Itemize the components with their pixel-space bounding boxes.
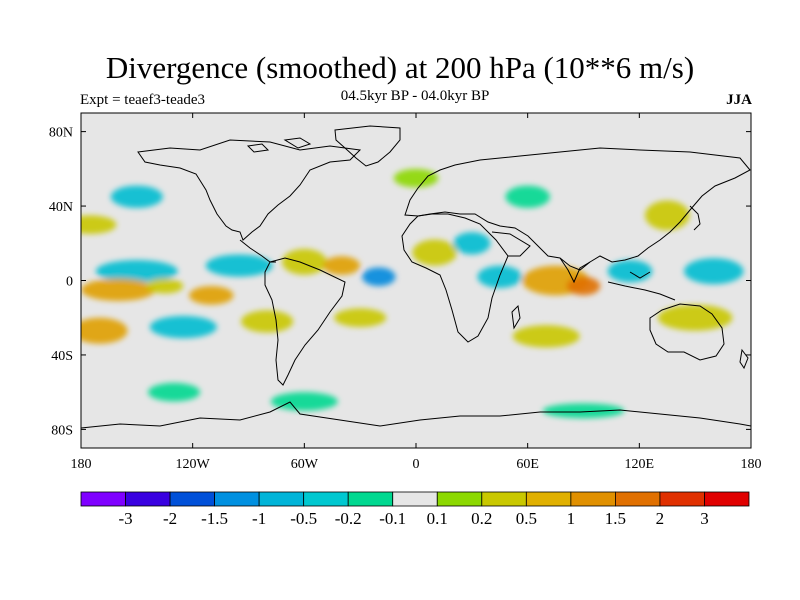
lat-tick-label: 40N xyxy=(49,200,73,215)
field-patch-10 xyxy=(241,310,294,333)
chart-title: Divergence (smoothed) at 200 hPa (10**6 … xyxy=(105,50,695,85)
lon-tick-label: 60W xyxy=(291,457,319,472)
colorbar-label: 0.5 xyxy=(516,509,537,528)
lat-tick-label: 80S xyxy=(51,423,73,438)
colorbar-swatch-8 xyxy=(436,491,483,507)
coast-japan xyxy=(689,205,701,231)
colorbar-swatch-6 xyxy=(347,491,394,507)
field-patch-26 xyxy=(148,382,201,402)
coast-indonesia xyxy=(607,271,676,301)
lon-tick-label: 180 xyxy=(71,457,92,472)
colorbar-swatch-2 xyxy=(169,491,215,507)
coast-australia xyxy=(649,303,725,361)
colorbar-swatch-13 xyxy=(659,491,705,507)
coast-india xyxy=(559,257,591,284)
field-patch-16 xyxy=(566,276,601,296)
field-patch-20 xyxy=(657,304,733,331)
coast-antarctica xyxy=(81,401,751,429)
map-plot-area: 180 120W 60W 0 60E 120E 180 80N 40N 0 40S 80S xyxy=(49,112,762,472)
coast-africa xyxy=(401,213,509,343)
divergence-field xyxy=(81,168,744,419)
colorbar-swatch-3 xyxy=(214,491,260,507)
coast-arctic-islands xyxy=(246,137,312,153)
colorbar-swatch-0 xyxy=(80,491,126,507)
coast-south-america xyxy=(264,257,346,386)
lat-tick-label: 80N xyxy=(49,126,73,141)
colorbar-swatch-9 xyxy=(481,491,527,507)
colorbar-label: 0.1 xyxy=(427,509,448,528)
colorbar-label: -0.2 xyxy=(335,509,362,528)
field-patch-7 xyxy=(188,286,234,305)
lon-tick-label: 120E xyxy=(625,457,655,472)
coast-arabia xyxy=(491,231,531,257)
field-patch-17 xyxy=(607,260,653,283)
colorbar-label: 0.2 xyxy=(471,509,492,528)
field-patch-23 xyxy=(644,200,690,231)
coast-north-america xyxy=(137,139,362,241)
field-patch-25 xyxy=(542,403,625,419)
colorbar-swatch-12 xyxy=(615,491,661,507)
lon-tick-label: 180 xyxy=(741,457,762,472)
field-patch-5 xyxy=(81,278,156,301)
colorbar-swatch-14 xyxy=(704,491,750,507)
field-patch-27 xyxy=(393,168,439,188)
field-patch-4 xyxy=(362,267,396,287)
lon-tick-label: 0 xyxy=(413,457,420,472)
coast-central-america xyxy=(239,239,276,263)
colorbar-swatch-1 xyxy=(125,491,171,507)
field-patch-21 xyxy=(81,215,117,234)
colorbar-label: -1 xyxy=(252,509,266,528)
latitude-axis: 80N 40N 0 40S 80S xyxy=(49,126,751,438)
experiment-label: Expt = teaef3-teade3 xyxy=(80,92,206,108)
colorbar-label: -3 xyxy=(118,509,132,528)
field-patch-9 xyxy=(149,315,217,339)
lon-tick-label: 60E xyxy=(516,457,539,472)
longitude-axis: 180 120W 60W 0 60E 120E 180 xyxy=(71,113,762,472)
field-patch-24 xyxy=(270,392,338,411)
field-patch-28 xyxy=(505,185,550,208)
field-patch-0 xyxy=(95,260,178,283)
colorbar-swatch-11 xyxy=(570,491,616,507)
field-patch-18 xyxy=(684,258,744,285)
lon-tick-label: 120W xyxy=(176,457,211,472)
colorbar-label: 1.5 xyxy=(605,509,626,528)
colorbar-label: -2 xyxy=(163,509,177,528)
colorbar-swatch-4 xyxy=(258,491,305,507)
field-patch-13 xyxy=(453,232,491,255)
field-patch-8 xyxy=(81,317,128,344)
lat-tick-label: 0 xyxy=(66,275,73,290)
field-patch-3 xyxy=(322,256,361,275)
field-patch-11 xyxy=(334,308,387,328)
colorbar-swatch-7 xyxy=(392,491,438,507)
lat-tick-label: 40S xyxy=(51,349,73,364)
coastlines xyxy=(81,125,751,429)
colorbar-label: -1.5 xyxy=(201,509,228,528)
period-label: 04.5kyr BP - 04.0kyr BP xyxy=(340,88,490,104)
field-patch-19 xyxy=(512,325,580,348)
colorbar-swatch-5 xyxy=(303,491,349,507)
coast-eurasia xyxy=(404,147,751,271)
field-patch-22 xyxy=(110,185,163,208)
colorbar-label: 1 xyxy=(567,509,576,528)
season-label: JJA xyxy=(726,92,752,108)
colorbar-label: -0.1 xyxy=(379,509,406,528)
field-patch-6 xyxy=(146,278,184,294)
colorbar-label: 2 xyxy=(656,509,665,528)
field-patch-2 xyxy=(282,248,327,275)
colorbar-label: -0.5 xyxy=(290,509,317,528)
coast-greenland xyxy=(334,125,401,167)
field-patch-1 xyxy=(205,254,273,277)
field-patch-12 xyxy=(412,239,457,266)
coast-madagascar xyxy=(511,304,521,330)
colorbar-label: 3 xyxy=(700,509,709,528)
colorbar-swatch-10 xyxy=(525,491,572,507)
colorbar: -3 -2 -1.5 -1 -0.5 -0.2 -0.1 0.1 0.2 0.5 1 1.5 2 3 xyxy=(80,491,750,528)
